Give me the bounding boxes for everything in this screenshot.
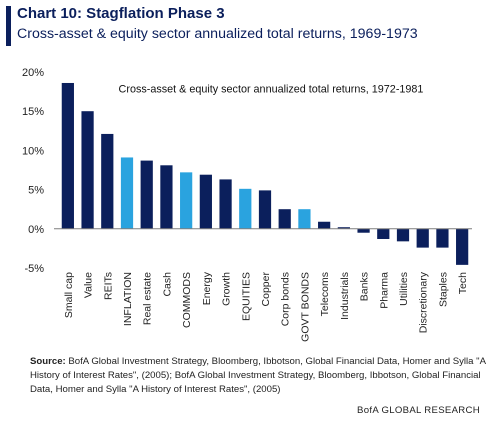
category-label: COMMODS (181, 272, 193, 328)
category-label: Discretionary (418, 271, 430, 333)
bar (61, 82, 74, 229)
category-label: Telecoms (319, 272, 331, 316)
research-credit: BofA GLOBAL RESEARCH (357, 405, 480, 416)
category-label: Small cap (63, 272, 75, 318)
bar (436, 228, 449, 248)
bar (239, 188, 252, 229)
bar (180, 172, 193, 229)
category-label: INFLATION (122, 272, 134, 326)
bar (219, 179, 232, 229)
category-label: Energy (201, 271, 213, 305)
y-tick-label: 15% (22, 106, 44, 118)
category-label: EQUITIES (240, 272, 252, 321)
title-accent-bar (6, 6, 11, 46)
source-note: Source: BofA Global Investment Strategy,… (30, 355, 492, 397)
bar (337, 227, 350, 229)
bar (396, 228, 410, 242)
chart-subtitle: Cross-asset & equity sector annualized t… (17, 26, 418, 42)
bar (160, 165, 173, 229)
y-tick-label: 10% (22, 145, 44, 157)
inner-chart-title: Cross-asset & equity sector annualized t… (119, 83, 424, 95)
bar (258, 190, 272, 229)
bar (357, 228, 370, 233)
category-label: Value (83, 272, 95, 298)
y-tick-label: -5% (24, 263, 44, 275)
bar (140, 160, 153, 229)
category-label: Cash (161, 272, 173, 297)
category-label: Staples (437, 272, 449, 307)
chart-title: Chart 10: Stagflation Phase 3 (17, 5, 225, 22)
bar (416, 228, 429, 248)
category-label: Real estate (142, 272, 154, 325)
category-label: Industrials (339, 272, 351, 320)
bar (120, 157, 134, 229)
source-label: Source: (30, 356, 66, 367)
source-text: BofA Global Investment Strategy, Bloombe… (30, 356, 486, 395)
category-label: Copper (260, 272, 272, 307)
bar (298, 209, 311, 229)
bar (278, 209, 291, 229)
bar (318, 221, 331, 229)
bar (377, 228, 390, 239)
bar (101, 133, 114, 229)
category-label: Pharma (378, 272, 390, 309)
category-label: REITs (102, 272, 114, 300)
category-label: Banks (359, 272, 371, 301)
category-label: Utilities (398, 272, 410, 306)
y-tick-label: 20% (22, 67, 44, 79)
bar (456, 228, 469, 265)
category-label: Tech (457, 272, 469, 294)
y-tick-label: 5% (28, 185, 44, 197)
category-label: Corp bonds (280, 272, 292, 326)
bar (81, 111, 94, 229)
bar-chart: Cross-asset & equity sector annualized t… (22, 67, 472, 342)
category-label: GOVT BONDS (299, 272, 311, 342)
bar (199, 174, 212, 229)
category-label: Growth (221, 272, 233, 306)
y-tick-label: 0% (28, 224, 44, 236)
